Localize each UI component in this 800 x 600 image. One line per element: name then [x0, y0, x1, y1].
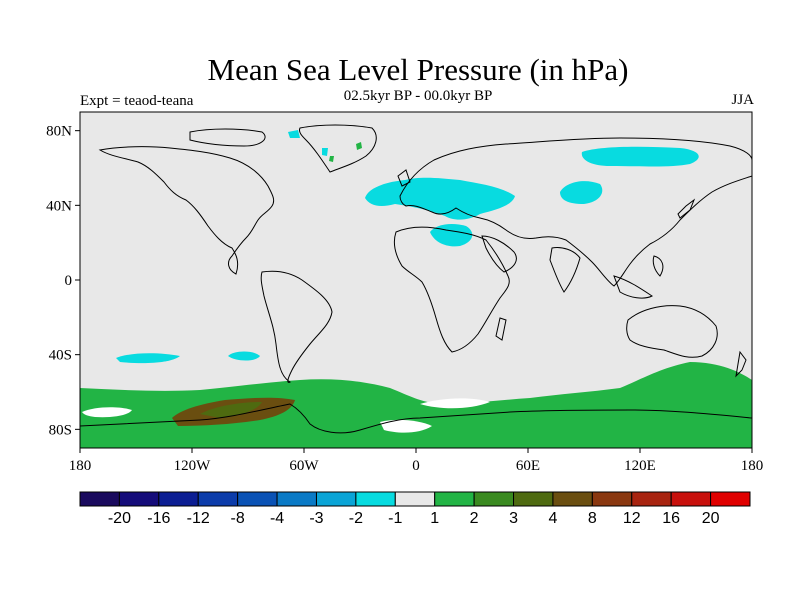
coast-madagascar — [495, 317, 507, 341]
coast-africa — [393, 226, 510, 353]
anomaly-fields — [80, 130, 752, 448]
colorbar-swatch — [237, 491, 278, 507]
coast-antarctica — [80, 403, 752, 434]
colorbar-label: -2 — [349, 510, 363, 527]
chart-title: Mean Sea Level Pressure (in hPa) — [207, 52, 629, 87]
lon-tick-label: 120W — [174, 458, 212, 474]
lat-tick-label: 0 — [65, 273, 73, 289]
coastlines — [80, 124, 752, 434]
lon-tick-label: 180 — [741, 458, 764, 474]
cyan-central-asia — [560, 181, 603, 204]
colorbar-label: 2 — [470, 510, 479, 527]
colorbar-label: -16 — [147, 510, 170, 527]
cyan-mediterranean — [430, 224, 473, 247]
coast-australia — [626, 305, 718, 358]
lat-tick-label: 40S — [49, 348, 72, 364]
cyan-greenland-west — [288, 130, 300, 138]
colorbar-swatch — [591, 491, 633, 507]
white-gap-1 — [82, 407, 132, 418]
coast-japan — [677, 198, 696, 219]
season-label: JJA — [731, 92, 754, 108]
coast-british-isles — [397, 169, 411, 187]
colorbar-label: -4 — [270, 510, 284, 527]
colorbar-label: 1 — [430, 510, 439, 527]
colorbar-label: -12 — [187, 510, 210, 527]
olive-anomaly-inner — [200, 402, 262, 418]
lon-tick-label: 120E — [624, 458, 656, 474]
colorbar-swatch — [276, 491, 317, 507]
coast-south-america — [260, 270, 333, 383]
cyan-greenland-east — [322, 148, 328, 156]
cyan-siberia — [581, 146, 699, 167]
colorbar-swatch — [394, 491, 436, 507]
lon-tick-label: 60W — [289, 458, 319, 474]
white-gap-3 — [420, 398, 490, 409]
colorbar-swatch — [710, 491, 751, 507]
colorbar-label: 8 — [588, 510, 597, 527]
colorbar-swatch — [158, 491, 199, 507]
experiment-label: Expt = teaod-teana — [80, 93, 194, 109]
green-greenland-2 — [329, 156, 334, 162]
colorbar-swatch — [197, 491, 239, 507]
colorbar: -20 -16 -12 -8 -4 -3 -2 -1 1 2 3 4 8 12 16 20 — [79, 491, 751, 527]
colorbar-swatch — [355, 491, 396, 507]
coast-north-america — [98, 146, 275, 275]
colorbar-label: -8 — [231, 510, 245, 527]
colorbar-swatch — [631, 491, 672, 507]
colorbar-swatch — [552, 491, 593, 507]
coast-india — [549, 247, 581, 293]
lon-tick-label: 180 — [69, 458, 92, 474]
lat-tick-label: 40N — [46, 198, 72, 214]
latitude-axis: 80N 40N 0 40S 80S — [46, 124, 80, 438]
coast-greenland — [299, 124, 377, 173]
lon-tick-label: 60E — [516, 458, 540, 474]
colorbar-label: -3 — [309, 510, 323, 527]
colorbar-label: 16 — [662, 510, 680, 527]
colorbar-label: -20 — [108, 510, 131, 527]
lon-tick-label: 0 — [412, 458, 420, 474]
green-anomaly-south — [80, 362, 752, 448]
lat-tick-label: 80S — [49, 422, 72, 438]
green-greenland-1 — [356, 142, 362, 150]
lat-tick-label: 80N — [46, 124, 72, 140]
cyan-south-atlantic — [228, 351, 260, 361]
coast-new-zealand — [735, 350, 747, 378]
colorbar-swatch — [118, 491, 160, 507]
coast-eurasia — [399, 137, 752, 287]
cyan-europe — [365, 177, 515, 220]
colorbar-label: 3 — [509, 510, 518, 527]
coast-se-asia — [613, 255, 664, 299]
colorbar-swatch — [513, 491, 554, 507]
colorbar-swatch — [473, 491, 515, 507]
cyan-south-pacific — [116, 353, 180, 364]
colorbar-label: 4 — [548, 510, 557, 527]
longitude-axis: 180 120W 60W 0 60E 120E 180 — [69, 448, 764, 474]
colorbar-swatch — [434, 491, 475, 507]
colorbar-swatch — [315, 491, 357, 507]
colorbar-swatch — [670, 491, 712, 507]
coast-arabia — [481, 235, 517, 273]
colorbar-label: -1 — [388, 510, 402, 527]
colorbar-swatch — [79, 491, 120, 507]
colorbar-label: 20 — [702, 510, 720, 527]
coast-arctic-islands — [189, 128, 266, 147]
chart-subtitle: 02.5kyr BP - 00.0kyr BP — [343, 88, 493, 104]
white-gap-2 — [380, 419, 432, 433]
colorbar-label: 12 — [623, 510, 641, 527]
